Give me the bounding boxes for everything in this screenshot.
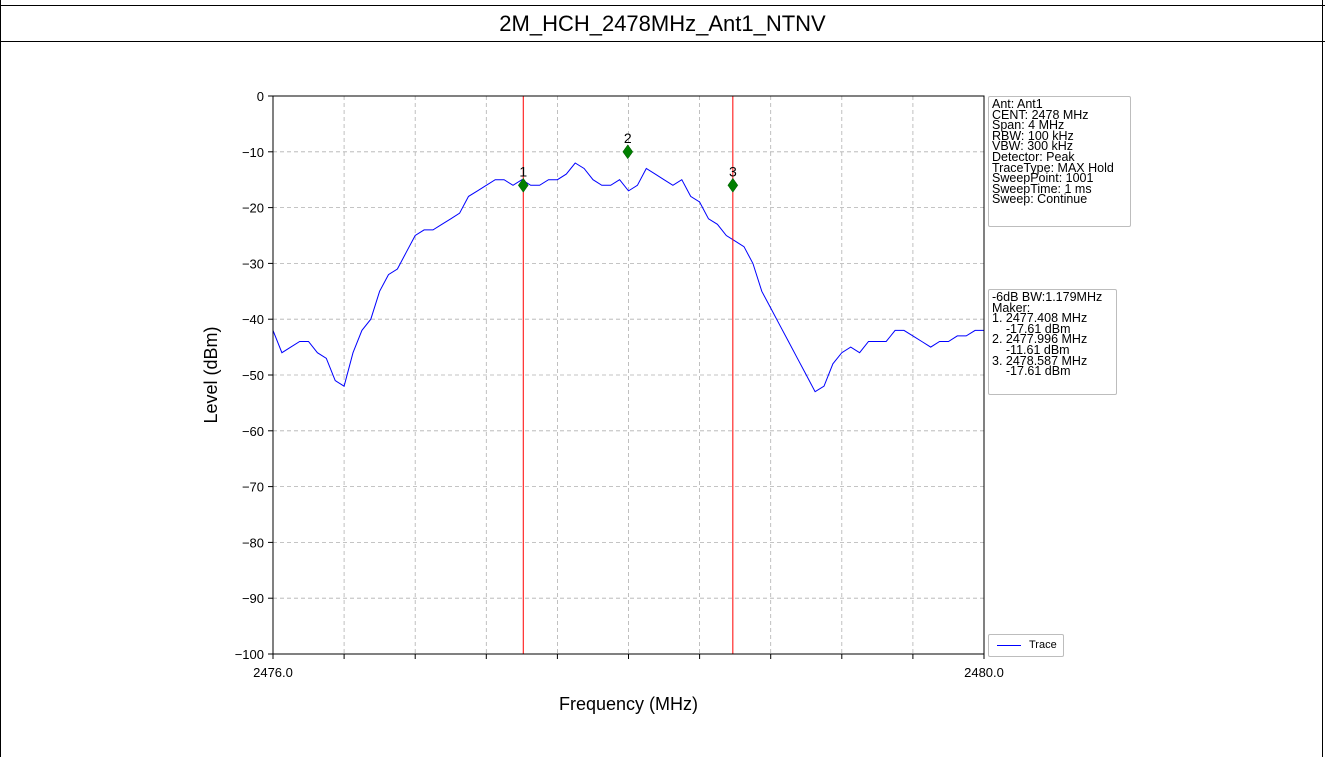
bandwidth-info-line-3: -17.61 dBm — [992, 321, 1071, 336]
y-tick-label: −100 — [235, 647, 264, 662]
bandwidth-info-line-1: Maker: — [992, 300, 1031, 315]
y-tick-label: −50 — [242, 368, 264, 383]
marker-label: 2 — [624, 130, 632, 146]
y-tick-label: 0 — [257, 89, 264, 104]
bandwidth-info-box: -6dB BW:1.179MHz Maker: 1. 2477.408 MHz -1… — [988, 289, 1117, 395]
settings-info-line-9: Sweep: Continue — [992, 192, 1088, 207]
y-tick-label: −90 — [242, 591, 264, 606]
y-tick-label: −80 — [242, 535, 264, 550]
legend-swatch-trace — [997, 645, 1021, 646]
y-tick-label: −10 — [242, 145, 264, 160]
y-tick-label: −70 — [242, 480, 264, 495]
marker-label: 1 — [519, 163, 527, 179]
settings-info-line-3: RBW: 100 kHz — [992, 128, 1074, 143]
x-tick-label: 2476.0 — [253, 665, 293, 680]
settings-info-line-7: SweepPoint: 1001 — [992, 171, 1094, 186]
settings-info-line-1: CENT: 2478 MHz — [992, 107, 1089, 122]
page-title: 2M_HCH_2478MHz_Ant1_NTNV — [0, 6, 1325, 42]
x-axis-label: Frequency (MHz) — [559, 694, 698, 714]
settings-info-line-4: VBW: 300 kHz — [992, 139, 1074, 154]
marker-label: 3 — [729, 163, 737, 179]
y-tick-label: −30 — [242, 256, 264, 271]
y-tick-label: −40 — [242, 312, 264, 327]
legend-label-trace: Trace — [1029, 639, 1057, 651]
bandwidth-info-line-7: -17.61 dBm — [992, 364, 1071, 379]
y-tick-label: −20 — [242, 201, 264, 216]
marker-diamond — [517, 177, 529, 193]
chart-legend: Trace — [988, 634, 1064, 657]
bandwidth-info-line-5: -11.61 dBm — [992, 342, 1070, 357]
bandwidth-info-line-2: 1. 2477.408 MHz — [992, 311, 1088, 326]
bandwidth-info-line-6: 3. 2478.587 MHz — [992, 353, 1088, 368]
trace-line — [272, 162, 984, 393]
settings-info-line-6: TraceType: MAX Hold — [992, 160, 1114, 175]
settings-info-line-8: SweepTime: 1 ms — [992, 181, 1092, 196]
bandwidth-info-line-4: 2. 2477.996 MHz — [992, 332, 1088, 347]
top-border — [0, 5, 1325, 6]
marker-diamond — [622, 144, 634, 160]
y-axis-label: Level (dBm) — [201, 326, 221, 423]
marker-diamond — [727, 177, 739, 193]
settings-info-line-0: Ant: Ant1 — [992, 97, 1043, 111]
x-tick-label: 2480.0 — [964, 665, 1004, 680]
settings-info-box: Ant: Ant1 CENT: 2478 MHz Span: 4 MHz RBW: 1… — [988, 96, 1131, 227]
bandwidth-info-line-0: -6dB BW:1.179MHz — [992, 290, 1103, 304]
settings-info-line-5: Detector: Peak — [992, 149, 1075, 164]
plot-border — [272, 95, 985, 655]
settings-info-line-2: Span: 4 MHz — [992, 118, 1065, 133]
y-tick-label: −60 — [242, 424, 264, 439]
